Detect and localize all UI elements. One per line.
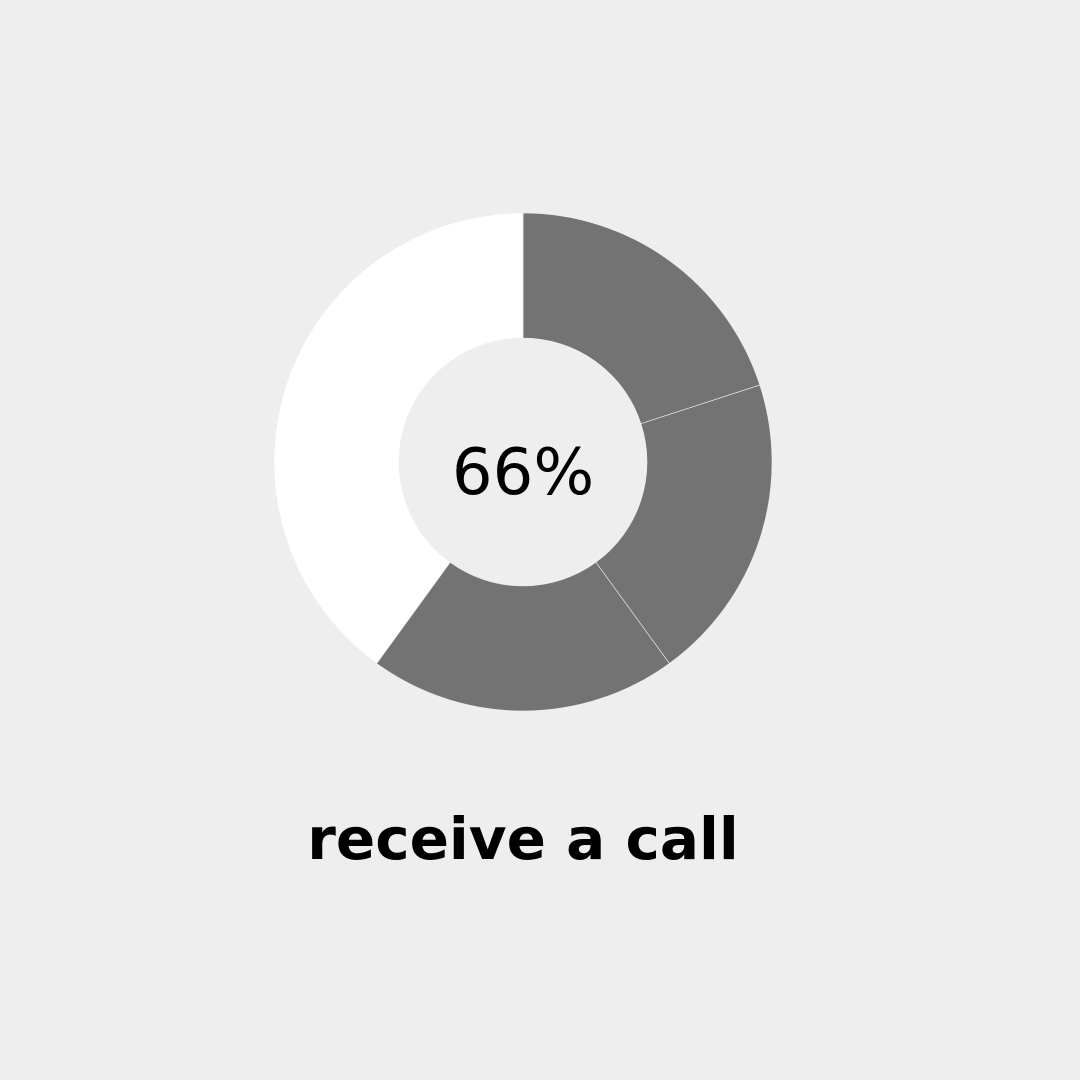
donut-slice-1 — [522, 212, 761, 425]
percentage-label: 66% — [451, 436, 595, 510]
caption-label: receive a call — [307, 805, 739, 873]
donut-slice-2 — [595, 384, 773, 664]
donut-slice-4 — [273, 212, 524, 664]
donut-slice-3 — [376, 561, 670, 712]
